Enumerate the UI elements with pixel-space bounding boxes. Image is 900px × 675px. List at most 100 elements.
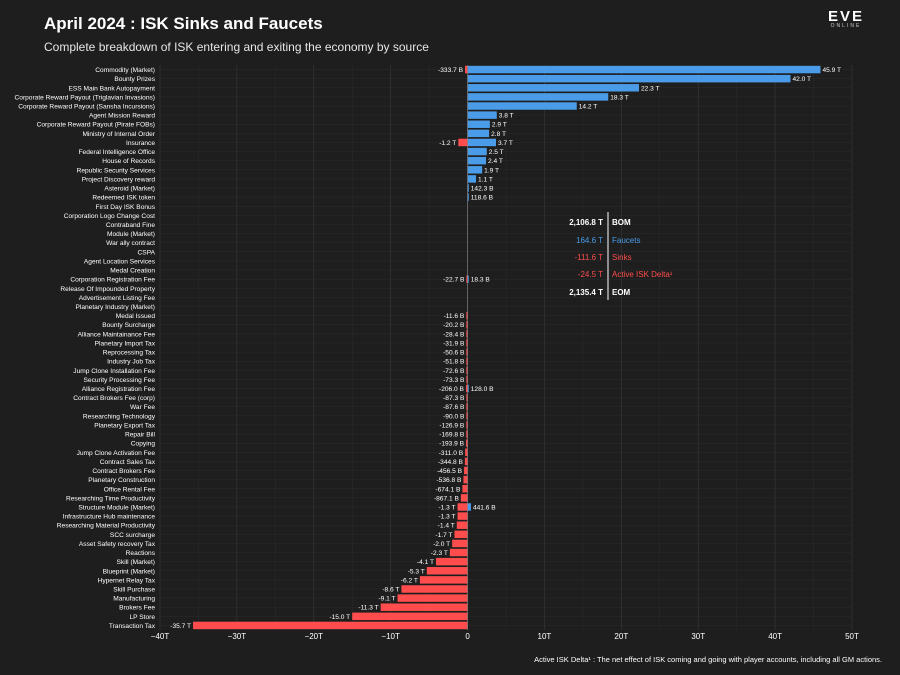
sink-bar [465, 384, 468, 393]
sink-bar [401, 585, 468, 593]
category-label: Redeemed ISK token [92, 195, 155, 202]
category-label: Republic Security Services [77, 167, 156, 174]
chart-subtitle: Complete breakdown of ISK entering and e… [44, 40, 429, 54]
category-label: Contract Brokers Fee (corp) [73, 395, 155, 402]
category-label: Alliance Registration Fee [82, 386, 156, 393]
sink-value-label: -867.1 B [434, 495, 460, 502]
sink-value-label: -87.6 B [443, 404, 465, 411]
sink-bar [454, 530, 468, 539]
sink-bar [380, 603, 468, 611]
faucet-value-label: 22.3 T [641, 85, 660, 92]
category-label: Researching Material Productivity [57, 523, 156, 530]
x-tick-label: −30T [228, 632, 247, 641]
category-label: Manufacturing [113, 596, 155, 603]
faucet-bar [467, 175, 477, 183]
sink-value-label: -2.3 T [431, 550, 448, 557]
sink-value-label: -1.3 T [438, 504, 455, 511]
sink-value-label: -28.4 B [443, 331, 465, 338]
category-label: Planetary Export Tax [94, 422, 155, 429]
category-label: Agent Location Services [84, 258, 156, 265]
faucet-value-label: 45.9 T [822, 67, 841, 74]
logo-wordmark: EVE [827, 8, 864, 25]
category-label: Planetary Import Tax [95, 340, 156, 347]
faucet-bar [467, 65, 821, 74]
sink-value-label: -126.9 B [439, 422, 465, 429]
sink-value-label: -35.7 T [170, 623, 191, 630]
category-label: SCC surcharge [110, 532, 155, 539]
category-label: Copying [131, 441, 156, 448]
eve-online-logo: EVE ONLINE [828, 8, 864, 29]
summary-value: 2,106.8 T [569, 218, 603, 227]
sink-value-label: -22.7 B [443, 277, 465, 284]
faucet-bar [467, 193, 469, 201]
category-label: Project Discovery reward [82, 176, 156, 183]
faucet-bar [467, 120, 490, 128]
sink-bar [449, 548, 468, 557]
x-tick-label: −40T [151, 632, 170, 641]
category-label: Insurance [126, 140, 155, 147]
faucet-value-label: 3.8 T [499, 113, 514, 120]
sink-bar [466, 412, 468, 420]
category-label: Planetary Industry (Market) [75, 304, 155, 311]
x-tick-label: 40T [768, 632, 782, 641]
sink-value-label: -4.1 T [417, 559, 434, 566]
category-label: Release Of Impounded Property [60, 286, 155, 293]
faucet-bar [467, 93, 609, 101]
faucet-bar [467, 166, 483, 174]
category-label: Contraband Fine [106, 222, 155, 229]
category-label: Blueprint (Market) [103, 568, 155, 575]
category-label: ESS Main Bank Autopayment [68, 85, 155, 92]
category-label: Medal Issued [116, 313, 156, 320]
sink-bar [466, 339, 468, 347]
sink-bar [458, 138, 468, 147]
sink-value-label: -20.2 B [443, 322, 465, 329]
sink-bar [462, 485, 468, 493]
category-label: War ally contract [106, 240, 155, 247]
sink-bar [466, 357, 468, 365]
sink-value-label: -73.3 B [443, 377, 465, 384]
category-label: Industry Job Tax [107, 359, 156, 366]
faucet-value-label: 128.0 B [471, 386, 494, 393]
category-label: Structure Module (Market) [78, 504, 155, 511]
category-label: Asteroid (Market) [104, 186, 155, 193]
category-label: LP Store [129, 614, 155, 621]
sink-value-label: -193.9 B [439, 441, 465, 448]
faucet-bar [467, 156, 487, 165]
category-label: Ministry of Internal Order [82, 131, 155, 138]
summary-label: EOM [612, 288, 631, 297]
category-label: House of Records [102, 158, 155, 165]
category-label: Jump Clone Installation Fee [73, 368, 155, 375]
category-label: Planetary Construction [88, 477, 155, 484]
sink-bar [457, 503, 468, 511]
category-label: Jump Clone Activation Fee [77, 450, 156, 457]
faucet-value-label: 2.4 T [488, 158, 503, 165]
sink-value-label: -11.6 B [444, 313, 465, 320]
sink-value-label: -311.0 B [439, 450, 464, 457]
logo-subtext: ONLINE [830, 23, 862, 29]
sink-value-label: -15.0 T [329, 614, 350, 621]
summary-value: 164.6 T [576, 236, 603, 245]
category-label: Medal Creation [110, 268, 155, 275]
sink-bar [464, 466, 468, 475]
x-tick-label: 30T [691, 632, 705, 641]
sink-value-label: -1.3 T [438, 514, 455, 521]
sink-bar [452, 539, 468, 548]
faucet-bar [467, 84, 640, 92]
faucet-value-label: 18.3 B [471, 277, 491, 284]
sink-bar [463, 475, 468, 484]
faucet-bar [467, 503, 471, 511]
faucet-bar [467, 275, 469, 283]
sink-bar [457, 512, 468, 520]
sink-bar [426, 567, 468, 575]
category-label: Transaction Tax [109, 623, 156, 630]
faucet-bar [467, 147, 487, 156]
faucet-value-label: 42.0 T [792, 76, 811, 83]
faucet-value-label: 14.2 T [579, 104, 598, 111]
sink-bar [466, 348, 468, 356]
sink-bar [466, 393, 468, 402]
category-label: Corporate Reward Payout (Sansha Incursio… [18, 104, 155, 111]
sink-value-label: -456.5 B [437, 468, 463, 475]
sink-bar [466, 275, 468, 283]
category-label: Repair Bill [125, 432, 156, 439]
